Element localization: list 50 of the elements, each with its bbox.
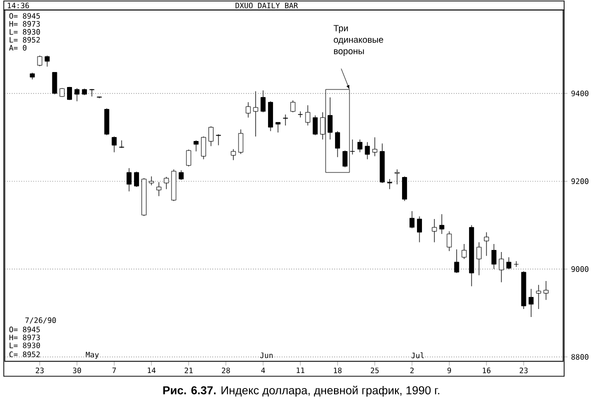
candlestick bbox=[37, 55, 42, 66]
candlestick bbox=[282, 114, 288, 126]
candlestick bbox=[276, 122, 280, 133]
candlestick bbox=[402, 176, 408, 202]
candlestick bbox=[201, 136, 206, 160]
candlestick bbox=[238, 129, 244, 154]
annotation: Три одинаковые вороны bbox=[334, 25, 384, 56]
candlestick bbox=[335, 130, 340, 158]
candlestick bbox=[372, 136, 378, 156]
candlestick bbox=[208, 126, 214, 146]
candlestick bbox=[178, 170, 184, 180]
candlestick bbox=[328, 97, 333, 140]
candlestick bbox=[357, 139, 362, 153]
candlestick bbox=[536, 284, 542, 310]
candlestick bbox=[462, 244, 467, 260]
candlestick bbox=[148, 176, 154, 186]
candlestick bbox=[164, 176, 169, 190]
candlestick bbox=[156, 182, 162, 196]
candlestick bbox=[260, 90, 266, 113]
candlestick bbox=[364, 142, 370, 160]
candlestick bbox=[186, 149, 192, 167]
candlestick bbox=[305, 104, 310, 126]
candlestick bbox=[439, 214, 444, 234]
candlestick bbox=[454, 248, 460, 274]
candlestick bbox=[528, 288, 534, 318]
candlestick bbox=[246, 102, 251, 118]
candlestick bbox=[342, 150, 348, 168]
candlestick bbox=[230, 148, 236, 160]
candlestick bbox=[126, 168, 132, 192]
candlestick bbox=[394, 169, 400, 185]
candlestick bbox=[134, 171, 140, 188]
candlestick bbox=[194, 140, 199, 152]
candlestick bbox=[387, 178, 392, 190]
text: Рис. 6.37. Индекс доллара, дневной график, 1990 г. bbox=[163, 386, 440, 397]
candlestick bbox=[410, 210, 414, 228]
candlestick bbox=[491, 244, 496, 270]
candlestick bbox=[476, 242, 482, 276]
candlestick bbox=[216, 134, 221, 146]
candlestick bbox=[432, 218, 437, 243]
candlestick bbox=[290, 100, 296, 113]
candlestick bbox=[544, 280, 549, 300]
candlestick bbox=[506, 256, 512, 270]
candlestick bbox=[67, 86, 72, 100]
candlestick bbox=[112, 136, 117, 153]
candlestick bbox=[446, 230, 452, 252]
candlestick bbox=[312, 115, 318, 136]
candlestick bbox=[484, 232, 489, 256]
candlestick bbox=[416, 216, 422, 243]
candlestick bbox=[44, 55, 50, 67]
candlestick bbox=[498, 252, 504, 283]
